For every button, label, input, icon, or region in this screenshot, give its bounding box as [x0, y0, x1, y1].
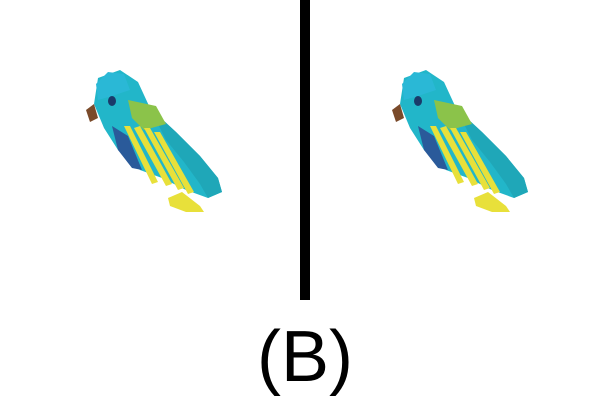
bird-body-shade — [456, 108, 528, 198]
bird-eye — [414, 96, 422, 106]
bird-beak — [392, 104, 404, 122]
parrot-figure-left — [86, 70, 222, 212]
bird-head — [96, 72, 130, 100]
parrot-icon — [86, 70, 222, 212]
parrot-figure-right — [392, 70, 528, 212]
bird-wing — [434, 100, 472, 130]
panel-divider — [300, 0, 310, 300]
bird-dark-feathers — [112, 126, 142, 170]
bird-wing — [128, 100, 166, 130]
bird-dark-feathers — [418, 126, 448, 170]
bird-stripes — [124, 126, 194, 194]
bird-beak — [86, 104, 98, 122]
bird-head — [402, 72, 436, 100]
bird-eye — [108, 96, 116, 106]
bird-feet — [474, 192, 510, 212]
parrot-icon — [392, 70, 528, 212]
bird-feet — [168, 192, 204, 212]
bird-body-shade — [150, 108, 222, 198]
left-image-panel — [0, 0, 300, 300]
option-label: (B) — [257, 317, 353, 397]
right-image-panel — [310, 0, 610, 300]
bird-stripes — [430, 126, 500, 194]
